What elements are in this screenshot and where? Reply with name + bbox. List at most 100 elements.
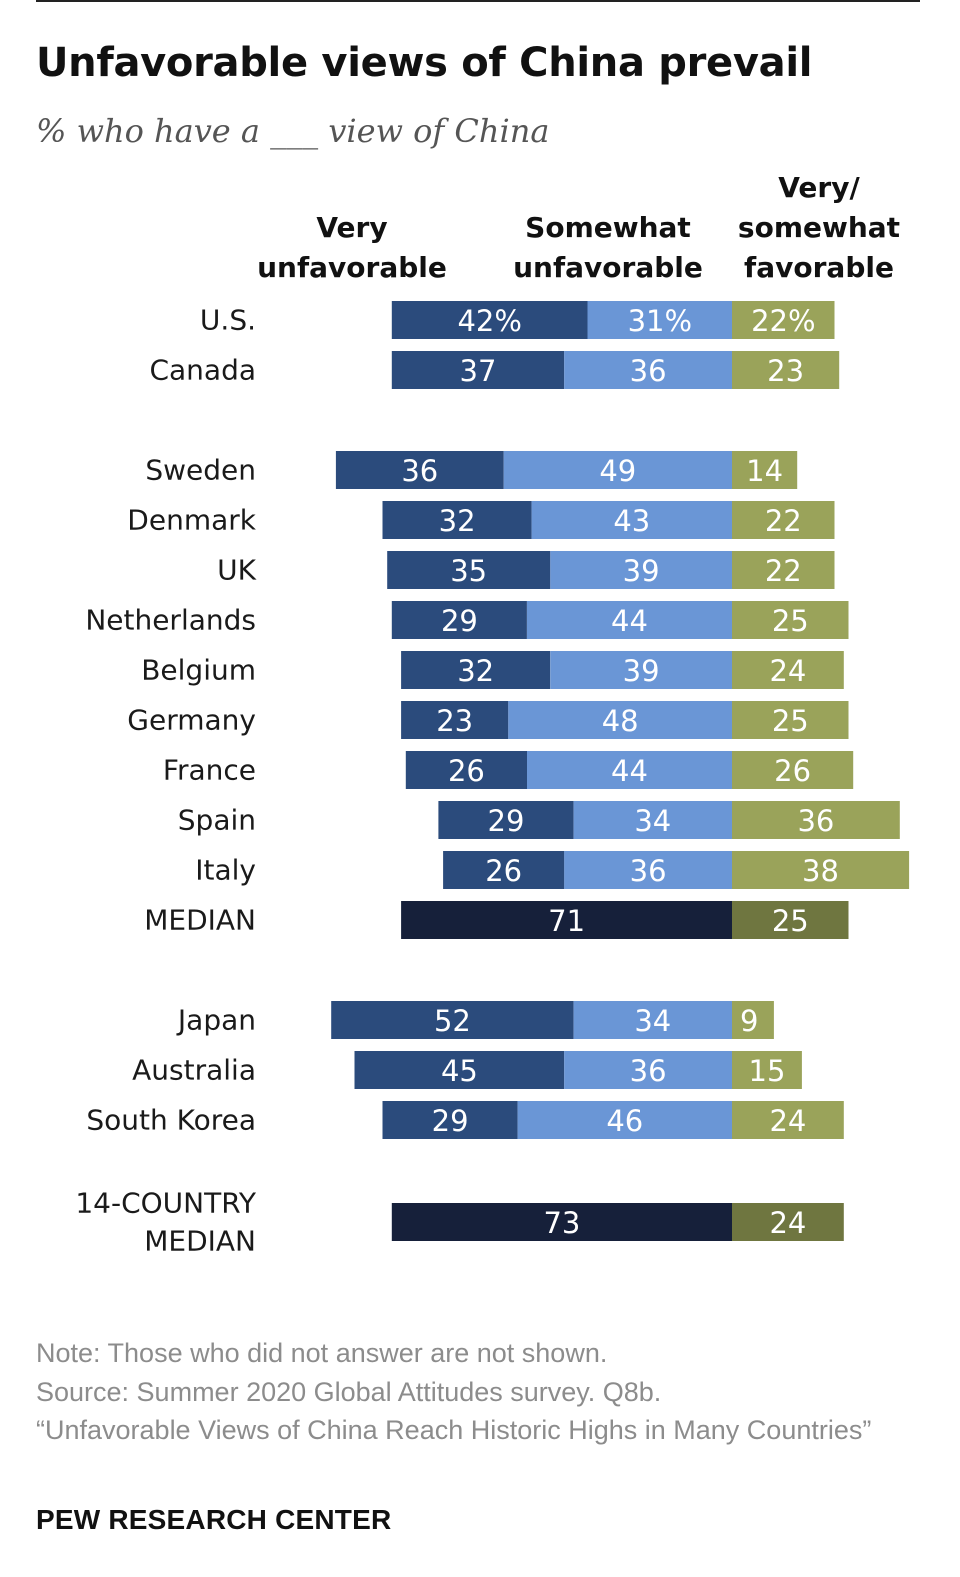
value-label-somewhat-unfavorable: 39	[623, 554, 660, 588]
country-label: Denmark	[127, 504, 256, 537]
value-label-favorable: 25	[772, 704, 809, 738]
value-label-very-unfavorable: 42%	[457, 304, 521, 338]
bar-favorable	[732, 451, 798, 489]
value-label-favorable: 22%	[751, 304, 815, 338]
bar-favorable	[732, 301, 835, 339]
value-label-favorable: 24	[769, 654, 806, 688]
country-label: UK	[217, 554, 256, 587]
bar-very-unfavorable	[438, 801, 574, 839]
value-label-somewhat-unfavorable: 46	[606, 1104, 643, 1138]
bar-somewhat-unfavorable	[573, 801, 732, 839]
bar-favorable	[732, 751, 854, 789]
value-label-somewhat-unfavorable: 49	[599, 454, 636, 488]
bar-favorable	[732, 351, 840, 389]
bar-somewhat-unfavorable	[531, 501, 732, 539]
bar-favorable	[732, 1001, 774, 1039]
bar-favorable	[732, 1101, 844, 1139]
bar-favorable	[732, 851, 910, 889]
bar-somewhat-unfavorable	[503, 451, 732, 489]
bar-very-unfavorable	[401, 701, 509, 739]
value-label-somewhat-unfavorable: 44	[611, 754, 648, 788]
value-label-very-unfavorable: 23	[436, 704, 473, 738]
bar-somewhat-unfavorable	[527, 751, 732, 789]
bar-very-unfavorable	[391, 601, 527, 639]
country-label: Spain	[178, 804, 256, 837]
value-label-median-unfavorable: 73	[543, 1206, 580, 1240]
value-label-median-favorable: 24	[769, 1206, 806, 1240]
bar-somewhat-unfavorable	[517, 1101, 732, 1139]
value-label-very-unfavorable: 52	[434, 1004, 471, 1038]
bar-favorable	[732, 601, 849, 639]
value-label-very-unfavorable: 26	[485, 854, 522, 888]
country-label: Italy	[195, 854, 256, 887]
footer-report: “Unfavorable Views of China Reach Histor…	[36, 1415, 872, 1445]
country-label: 14-COUNTRY	[75, 1187, 257, 1220]
value-label-favorable: 9	[740, 1004, 758, 1038]
bar-somewhat-unfavorable	[508, 701, 732, 739]
footer-source: Source: Summer 2020 Global Attitudes sur…	[36, 1376, 662, 1407]
value-label-somewhat-unfavorable: 36	[630, 354, 667, 388]
country-label: Netherlands	[85, 604, 256, 637]
value-label-favorable: 38	[802, 854, 839, 888]
bar-very-unfavorable	[387, 551, 551, 589]
value-label-somewhat-unfavorable: 39	[623, 654, 660, 688]
bar-somewhat-unfavorable	[564, 1051, 732, 1089]
bar-favorable	[732, 701, 849, 739]
footer-note: Note: Those who did not answer are not s…	[36, 1338, 608, 1368]
value-label-very-unfavorable: 29	[488, 804, 525, 838]
country-label: U.S.	[200, 304, 256, 337]
country-label: MEDIAN	[144, 1225, 256, 1258]
brand-name: PEW RESEARCH CENTER	[36, 1504, 392, 1535]
bar-very-unfavorable	[335, 451, 504, 489]
bar-median-favorable	[732, 1203, 844, 1241]
bar-very-unfavorable	[401, 651, 551, 689]
value-label-favorable: 23	[767, 354, 804, 388]
value-label-favorable: 26	[774, 754, 811, 788]
value-label-favorable: 22	[765, 504, 802, 538]
country-label: Japan	[176, 1004, 256, 1037]
value-label-favorable: 24	[769, 1104, 806, 1138]
bar-very-unfavorable	[391, 301, 588, 339]
bar-median-favorable	[732, 901, 849, 939]
bar-favorable	[732, 551, 835, 589]
value-label-somewhat-unfavorable: 31%	[628, 304, 692, 338]
bar-very-unfavorable	[405, 751, 527, 789]
bar-somewhat-unfavorable	[564, 851, 732, 889]
column-header-very-unfavorable: Very unfavorable	[257, 211, 447, 284]
bar-somewhat-unfavorable	[573, 1001, 732, 1039]
value-label-favorable: 36	[797, 804, 834, 838]
value-label-median-unfavorable: 71	[548, 904, 585, 938]
bar-very-unfavorable	[354, 1051, 565, 1089]
footer: Note: Those who did not answer are not s…	[36, 1334, 896, 1450]
bar-somewhat-unfavorable	[527, 601, 732, 639]
value-label-very-unfavorable: 37	[460, 354, 497, 388]
bar-favorable	[732, 1051, 802, 1089]
value-label-somewhat-unfavorable: 34	[634, 804, 671, 838]
value-label-somewhat-unfavorable: 44	[611, 604, 648, 638]
stacked-bar-chart: U.S. 42% 31% 22% Canada 37 36 23 Sweden 36 49 14 Den…	[75, 301, 910, 1258]
country-label: Canada	[149, 354, 256, 387]
top-rule	[36, 0, 920, 2]
bar-very-unfavorable	[443, 851, 565, 889]
chart-subtitle: % who have a ___ view of China	[36, 112, 550, 150]
value-label-very-unfavorable: 45	[441, 1054, 478, 1088]
value-label-very-unfavorable: 32	[439, 504, 476, 538]
value-label-favorable: 15	[749, 1054, 786, 1088]
bar-favorable	[732, 501, 835, 539]
country-label: MEDIAN	[144, 904, 256, 937]
country-label: Sweden	[145, 454, 256, 487]
column-header-somewhat-unfavorable: Somewhat unfavorable	[513, 211, 703, 284]
bar-favorable	[732, 801, 900, 839]
value-label-very-unfavorable: 32	[457, 654, 494, 688]
value-label-somewhat-unfavorable: 48	[602, 704, 639, 738]
value-label-very-unfavorable: 29	[432, 1104, 469, 1138]
bar-favorable	[732, 651, 844, 689]
value-label-very-unfavorable: 35	[450, 554, 487, 588]
bar-very-unfavorable	[382, 1101, 518, 1139]
value-label-favorable: 22	[765, 554, 802, 588]
bar-somewhat-unfavorable	[550, 551, 732, 589]
column-header-favorable: Very/ somewhat favorable	[737, 171, 901, 284]
value-label-somewhat-unfavorable: 43	[613, 504, 650, 538]
bar-very-unfavorable	[391, 351, 565, 389]
bar-median-unfavorable	[401, 901, 732, 939]
